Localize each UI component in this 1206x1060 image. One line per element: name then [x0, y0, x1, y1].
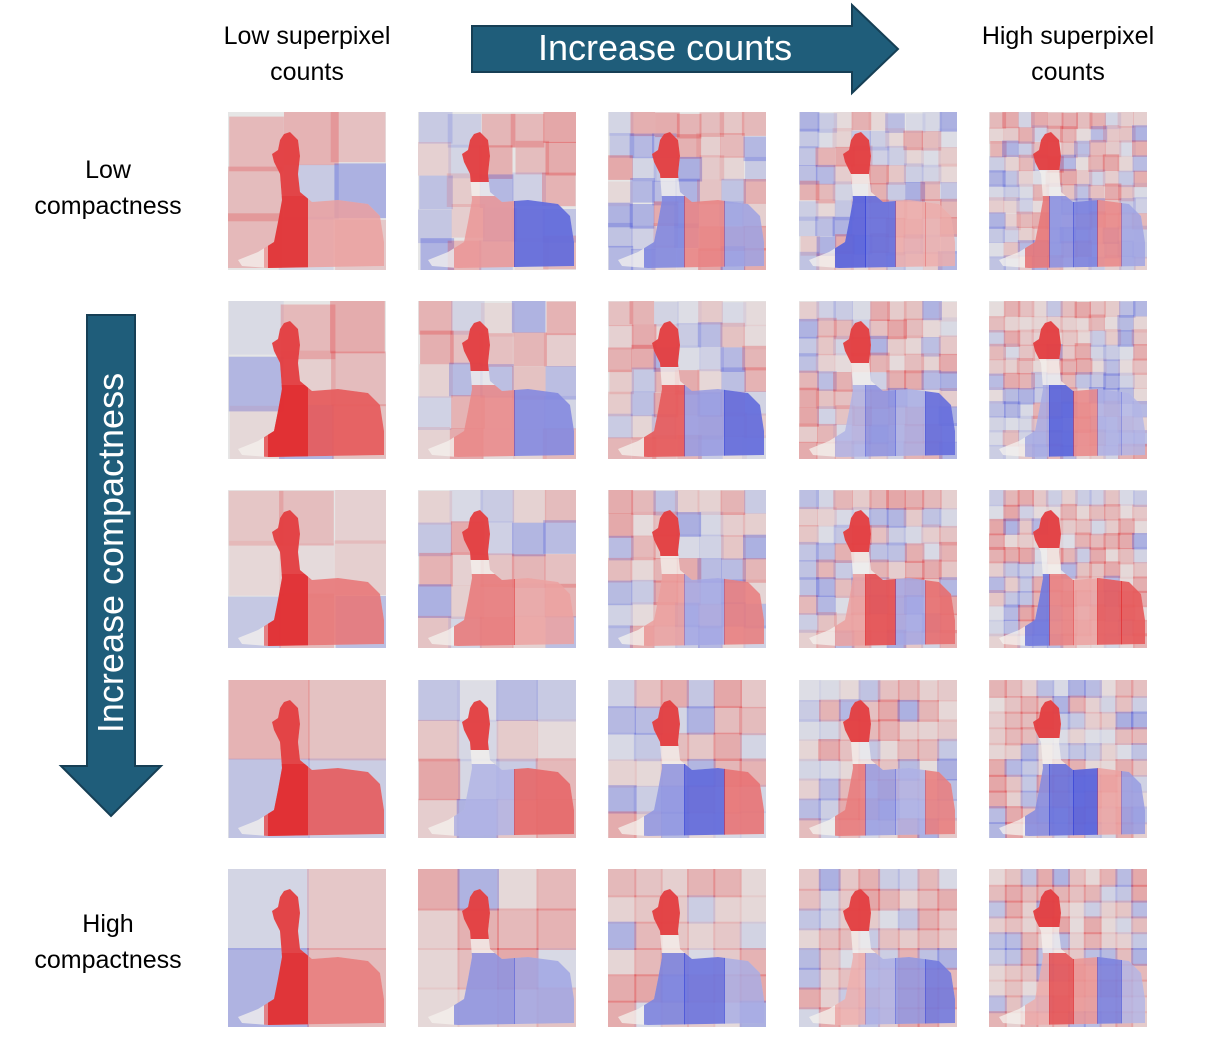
increase-counts-arrow [471, 2, 900, 96]
attribution-tile [608, 680, 766, 838]
attribution-tile [228, 301, 386, 459]
attribution-tile [418, 112, 576, 270]
superpixel-heatmap [418, 490, 576, 648]
attribution-tile [799, 301, 957, 459]
attribution-tile [799, 869, 957, 1027]
high-compactness-label: High compactness [0, 906, 216, 978]
low-compact-line2: compactness [34, 192, 182, 220]
superpixel-heatmap [228, 301, 386, 459]
superpixel-heatmap [228, 112, 386, 270]
superpixel-heatmap [418, 301, 576, 459]
attribution-tile [799, 112, 957, 270]
low-compact-line1: Low [85, 156, 131, 184]
high-counts-line2: counts [1031, 58, 1105, 86]
superpixel-heatmap [608, 869, 766, 1027]
attribution-grid [228, 112, 1148, 1027]
superpixel-heatmap [799, 490, 957, 648]
superpixel-heatmap [608, 301, 766, 459]
superpixel-heatmap [989, 301, 1147, 459]
high-compact-line2: compactness [34, 946, 182, 974]
low-compactness-label: Low compactness [0, 152, 216, 224]
attribution-tile [608, 301, 766, 459]
attribution-tile [228, 869, 386, 1027]
attribution-tile [228, 680, 386, 838]
superpixel-heatmap [228, 869, 386, 1027]
superpixel-heatmap [989, 869, 1147, 1027]
attribution-tile [989, 680, 1147, 838]
attribution-tile [989, 869, 1147, 1027]
superpixel-heatmap [418, 112, 576, 270]
low-counts-line2: counts [270, 58, 344, 86]
attribution-tile [228, 112, 386, 270]
increase-compactness-label: Increase compactness [90, 372, 131, 734]
attribution-tile [989, 112, 1147, 270]
low-counts-line1: Low superpixel [223, 22, 391, 50]
attribution-tile [418, 490, 576, 648]
attribution-tile [799, 680, 957, 838]
superpixel-heatmap [228, 490, 386, 648]
attribution-tile [228, 490, 386, 648]
attribution-tile [418, 869, 576, 1027]
superpixel-heatmap [228, 680, 386, 838]
superpixel-heatmap [799, 301, 957, 459]
attribution-tile [989, 301, 1147, 459]
superpixel-heatmap [608, 680, 766, 838]
attribution-tile [799, 490, 957, 648]
attribution-tile [608, 869, 766, 1027]
superpixel-heatmap [608, 112, 766, 270]
increase-compactness-arrow [58, 314, 164, 818]
increase-counts-label: Increase counts [538, 27, 793, 68]
superpixel-heatmap [989, 490, 1147, 648]
superpixel-heatmap [418, 869, 576, 1027]
superpixel-heatmap [799, 112, 957, 270]
attribution-tile [418, 680, 576, 838]
attribution-tile [418, 301, 576, 459]
low-superpixel-counts-label: Low superpixel counts [197, 18, 417, 90]
attribution-tile [608, 490, 766, 648]
superpixel-heatmap [799, 680, 957, 838]
superpixel-heatmap [799, 869, 957, 1027]
superpixel-heatmap [989, 112, 1147, 270]
superpixel-heatmap [608, 490, 766, 648]
high-compact-line1: High [82, 910, 134, 938]
high-superpixel-counts-label: High superpixel counts [958, 18, 1178, 90]
superpixel-heatmap [989, 680, 1147, 838]
attribution-tile [989, 490, 1147, 648]
high-counts-line1: High superpixel [981, 22, 1155, 50]
attribution-tile [608, 112, 766, 270]
superpixel-heatmap [418, 680, 576, 838]
